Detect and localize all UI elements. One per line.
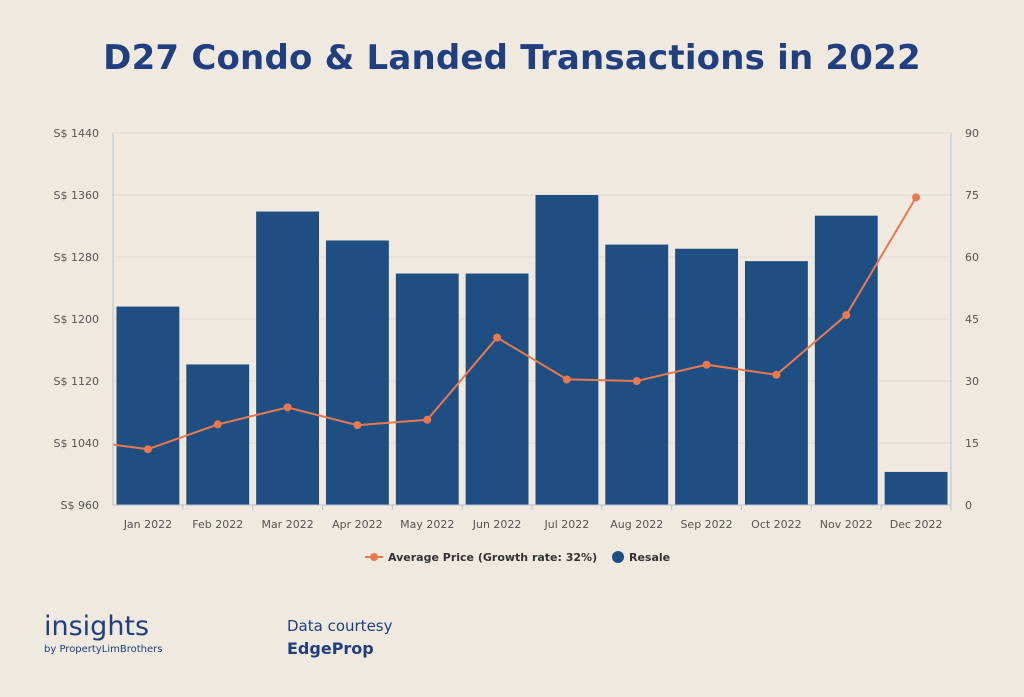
x-tick-label: Feb 2022 — [192, 518, 243, 531]
left-tick-label: S$ 960 — [61, 499, 99, 512]
bar — [395, 273, 459, 505]
x-tick-label: Oct 2022 — [751, 518, 802, 531]
left-tick-label: S$ 1200 — [54, 313, 99, 326]
bar — [116, 306, 180, 505]
left-tick-label: S$ 1360 — [54, 189, 99, 202]
right-tick-label: 15 — [965, 437, 979, 450]
line-point — [842, 311, 851, 320]
line-point — [143, 445, 152, 454]
legend-label-resale: Resale — [629, 551, 670, 564]
axes: S$ 960 0 S$ 1040 15 S$ 1120 30 S$ 1200 45 S$ 128… — [54, 127, 979, 531]
chart-title: D27 Condo & Landed Transactions in 2022 — [103, 38, 921, 78]
right-tick-label: 60 — [965, 251, 979, 264]
line-point — [213, 420, 222, 429]
bar — [465, 273, 529, 505]
right-tick-label: 75 — [965, 189, 979, 202]
brand-sub-text: by PropertyLimBrothers — [44, 644, 163, 655]
bar — [256, 211, 320, 506]
brand-logo: insights by PropertyLimBrothers — [44, 611, 163, 656]
x-tick-label: Sep 2022 — [680, 518, 732, 531]
line-point — [353, 421, 362, 430]
line-point — [772, 370, 781, 379]
line-series — [112, 193, 921, 454]
line-point — [283, 403, 292, 412]
x-tick-label: May 2022 — [400, 518, 454, 531]
right-tick-label: 90 — [965, 127, 979, 140]
legend-label-average-price: Average Price (Growth rate: 32%) — [388, 551, 597, 564]
line-point — [632, 377, 641, 385]
legend: Average Price (Growth rate: 32%) Resale — [365, 551, 670, 564]
x-tick-label: Dec 2022 — [890, 518, 943, 531]
bar-series — [116, 195, 948, 506]
bar — [744, 261, 808, 505]
bar — [186, 364, 250, 505]
x-tick-label: Jul 2022 — [544, 518, 590, 531]
bar — [535, 195, 599, 505]
bar — [884, 471, 948, 505]
bar — [675, 248, 739, 505]
right-tick-label: 0 — [965, 499, 972, 512]
x-tick-label: Apr 2022 — [332, 518, 383, 531]
left-tick-label: S$ 1040 — [54, 437, 99, 450]
line-point — [562, 375, 571, 384]
credit-source: EdgeProp — [287, 639, 374, 658]
line-point — [702, 360, 711, 369]
left-tick-label: S$ 1120 — [54, 375, 99, 388]
bar — [325, 240, 389, 505]
data-credit: Data courtesy EdgeProp — [287, 617, 392, 658]
brand-main-text: insights — [44, 611, 150, 642]
line-point — [493, 333, 502, 342]
right-tick-label: 45 — [965, 313, 979, 326]
bar — [814, 215, 878, 505]
line-point — [912, 193, 921, 202]
x-tick-label: Mar 2022 — [261, 518, 313, 531]
bar — [605, 244, 669, 505]
credit-label: Data courtesy — [287, 617, 393, 635]
right-tick-label: 30 — [965, 375, 979, 388]
line-point — [423, 415, 432, 424]
left-tick-label: S$ 1280 — [54, 251, 99, 264]
left-tick-label: S$ 1440 — [54, 127, 99, 140]
x-tick-label: Aug 2022 — [610, 518, 663, 531]
x-tick-label: Nov 2022 — [820, 518, 873, 531]
x-tick-label: Jan 2022 — [123, 518, 172, 531]
legend-line-marker — [370, 553, 378, 561]
x-tick-label: Jun 2022 — [472, 518, 522, 531]
legend-bar-marker — [612, 551, 624, 563]
